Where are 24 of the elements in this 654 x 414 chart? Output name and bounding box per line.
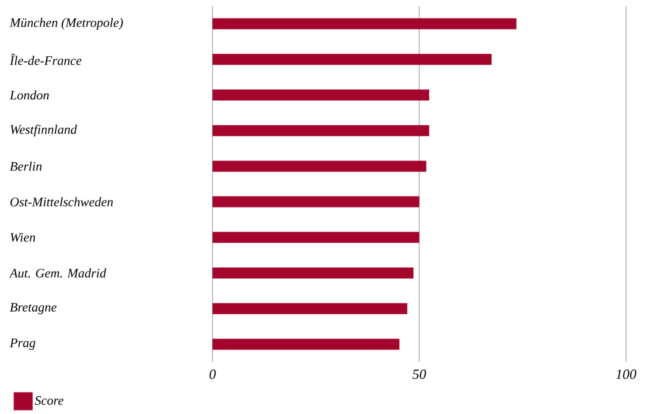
bar xyxy=(212,90,430,101)
x-tick-label: 0 xyxy=(210,370,216,379)
x-tick-label: 50 xyxy=(412,370,426,379)
bar xyxy=(212,18,516,30)
y-tick-label: Ost-Mittelschweden xyxy=(10,197,113,206)
bar xyxy=(212,303,408,314)
y-tick-label: Westfinnland xyxy=(10,124,77,137)
y-tick-label: Wien xyxy=(10,233,36,242)
y-tick-label: Berlin xyxy=(10,162,42,171)
bar xyxy=(212,54,492,65)
x-tick-label: 100 xyxy=(616,370,636,379)
y-tick-label: Bretagne xyxy=(10,302,56,314)
legend-label: Score xyxy=(34,396,64,405)
bar xyxy=(212,125,430,136)
y-tick-label: London xyxy=(10,90,49,100)
y-tick-label: Prag xyxy=(10,338,36,350)
bar xyxy=(212,196,420,208)
y-tick-label: Île-de-France xyxy=(10,54,82,66)
y-tick-label: Aut. Gem. Madrid xyxy=(9,268,106,278)
bar xyxy=(212,160,426,172)
bar xyxy=(212,268,414,279)
y-tick-label: München (Metropole) xyxy=(10,18,123,30)
bar xyxy=(212,338,400,350)
bar xyxy=(212,232,420,243)
